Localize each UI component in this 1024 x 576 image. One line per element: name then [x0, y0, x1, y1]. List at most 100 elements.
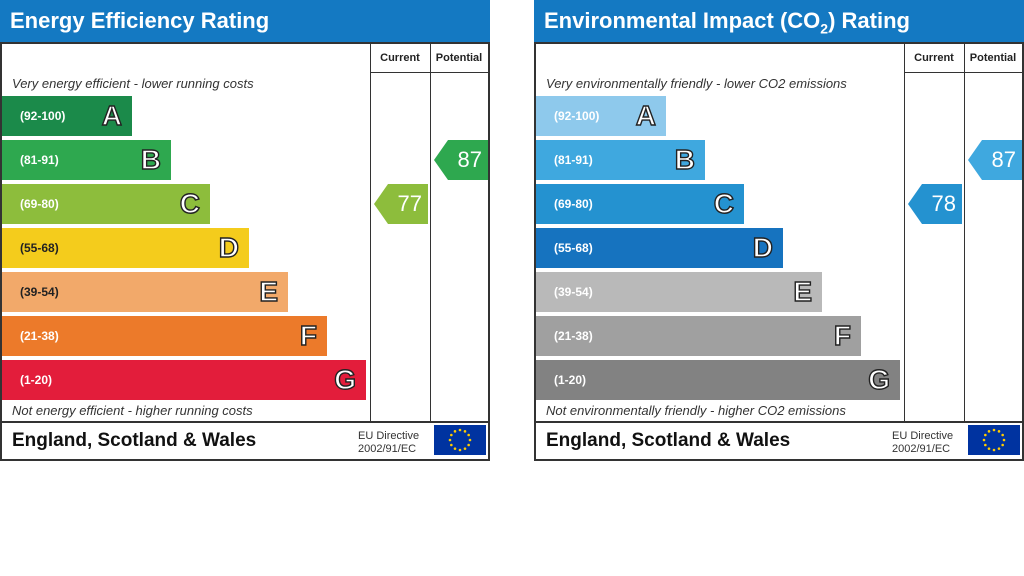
band-letter: B: [140, 143, 162, 175]
region-label: England, Scotland & Wales: [12, 430, 257, 451]
top-environment-note: Very environmentally friendly - lower CO…: [546, 76, 847, 91]
directive-line-1: EU Directive: [358, 430, 420, 442]
current-rating-arrow: 77: [374, 184, 428, 224]
eu-star-icon: [1001, 433, 1004, 437]
eu-star-icon: [450, 433, 453, 437]
bottom-efficiency-note: Not energy efficient - higher running co…: [12, 403, 253, 418]
band-range-label: (39-54): [554, 285, 593, 299]
footer-divider: [2, 421, 488, 423]
band-b: (81-91) B: [536, 140, 705, 180]
eu-star-icon: [982, 438, 986, 442]
band-letter: G: [334, 363, 357, 395]
panel-title: Environmental Impact (CO2) Rating: [534, 0, 1024, 42]
eu-flag-icon: [434, 425, 486, 455]
band-letter: C: [713, 187, 735, 219]
rating-box: Current Potential Very energy efficient …: [0, 42, 490, 461]
band-d: (55-68) D: [536, 228, 783, 268]
eu-star-icon: [1002, 438, 1006, 442]
energy-efficiency-panel: Energy Efficiency Rating Current Potenti…: [0, 0, 490, 461]
eu-star-icon: [453, 447, 457, 450]
band-letter: C: [179, 187, 201, 219]
eu-directive-label: EU Directive 2002/91/EC: [892, 430, 953, 456]
rating-box: Current Potential Very environmentally f…: [534, 42, 1024, 461]
potential-column-header: Potential: [435, 52, 483, 64]
eu-star-icon: [467, 443, 470, 447]
eu-flag-icon: [968, 425, 1020, 455]
potential-rating-arrow: 87: [434, 140, 488, 180]
band-letter: E: [793, 275, 813, 307]
column-divider: [904, 44, 905, 422]
column-divider: [430, 44, 431, 422]
band-range-label: (21-38): [20, 329, 59, 343]
band-letter: D: [752, 231, 774, 263]
band-c: (69-80) C: [536, 184, 744, 224]
band-b: (81-91) B: [2, 140, 171, 180]
potential-rating-value: 87: [457, 147, 482, 172]
eu-star-icon: [463, 447, 467, 450]
band-letter: E: [259, 275, 279, 307]
eu-star-icon: [984, 433, 987, 437]
eu-directive-label: EU Directive 2002/91/EC: [358, 430, 419, 456]
band-e: (39-54) E: [536, 272, 822, 312]
band-letter: A: [635, 99, 657, 131]
current-column-header: Current: [914, 52, 954, 64]
band-letter: B: [674, 143, 696, 175]
eu-star-icon: [984, 443, 987, 447]
band-e: (39-54) E: [2, 272, 288, 312]
band-range-label: (92-100): [20, 109, 66, 123]
band-c: (69-80) C: [2, 184, 210, 224]
environmental-impact-panel: Environmental Impact (CO2) Rating Curren…: [534, 0, 1024, 461]
eu-star-icon: [448, 438, 452, 442]
header-divider: [370, 72, 490, 73]
current-rating-arrow: 78: [908, 184, 962, 224]
band-range-label: (69-80): [20, 197, 59, 211]
potential-column-header: Potential: [969, 52, 1017, 64]
header-divider: [904, 72, 1024, 73]
current-rating-value: 78: [931, 191, 956, 216]
band-range-label: (81-91): [20, 153, 59, 167]
current-rating-value: 77: [397, 191, 422, 216]
band-g: (1-20) G: [536, 360, 900, 400]
eu-star-icon: [468, 438, 472, 442]
column-divider: [370, 44, 371, 422]
band-range-label: (81-91): [554, 153, 593, 167]
eu-star-icon: [987, 447, 991, 450]
eu-star-icon: [458, 428, 462, 432]
eu-star-icon: [987, 430, 991, 433]
directive-line-1: EU Directive: [892, 430, 954, 442]
column-divider: [964, 44, 965, 422]
band-a: (92-100) A: [536, 96, 666, 136]
eu-star-icon: [467, 433, 470, 437]
band-range-label: (39-54): [20, 285, 59, 299]
band-letter: A: [101, 99, 123, 131]
band-letter: F: [299, 319, 318, 351]
band-letter: F: [833, 319, 852, 351]
band-range-label: (69-80): [554, 197, 593, 211]
band-range-label: (55-68): [20, 241, 59, 255]
eu-star-icon: [997, 430, 1001, 433]
band-a: (92-100) A: [2, 96, 132, 136]
eu-star-icon: [997, 447, 1001, 450]
eu-star-icon: [992, 428, 996, 432]
eu-star-icon: [453, 430, 457, 433]
region-label: England, Scotland & Wales: [546, 430, 791, 451]
band-letter: D: [218, 231, 240, 263]
eu-star-icon: [992, 448, 996, 452]
potential-rating-value: 87: [991, 147, 1016, 172]
band-f: (21-38) F: [536, 316, 861, 356]
eu-star-icon: [463, 430, 467, 433]
bottom-environment-note: Not environmentally friendly - higher CO…: [546, 403, 846, 418]
eu-star-icon: [1001, 443, 1004, 447]
eu-star-icon: [458, 448, 462, 452]
footer-divider: [536, 421, 1022, 423]
band-f: (21-38) F: [2, 316, 327, 356]
eu-star-icon: [450, 443, 453, 447]
top-efficiency-note: Very energy efficient - lower running co…: [12, 76, 254, 91]
band-d: (55-68) D: [2, 228, 249, 268]
panel-title: Energy Efficiency Rating: [0, 0, 490, 42]
band-range-label: (55-68): [554, 241, 593, 255]
directive-line-2: 2002/91/EC: [892, 443, 951, 455]
band-g: (1-20) G: [2, 360, 366, 400]
band-letter: G: [868, 363, 891, 395]
band-range-label: (21-38): [554, 329, 593, 343]
